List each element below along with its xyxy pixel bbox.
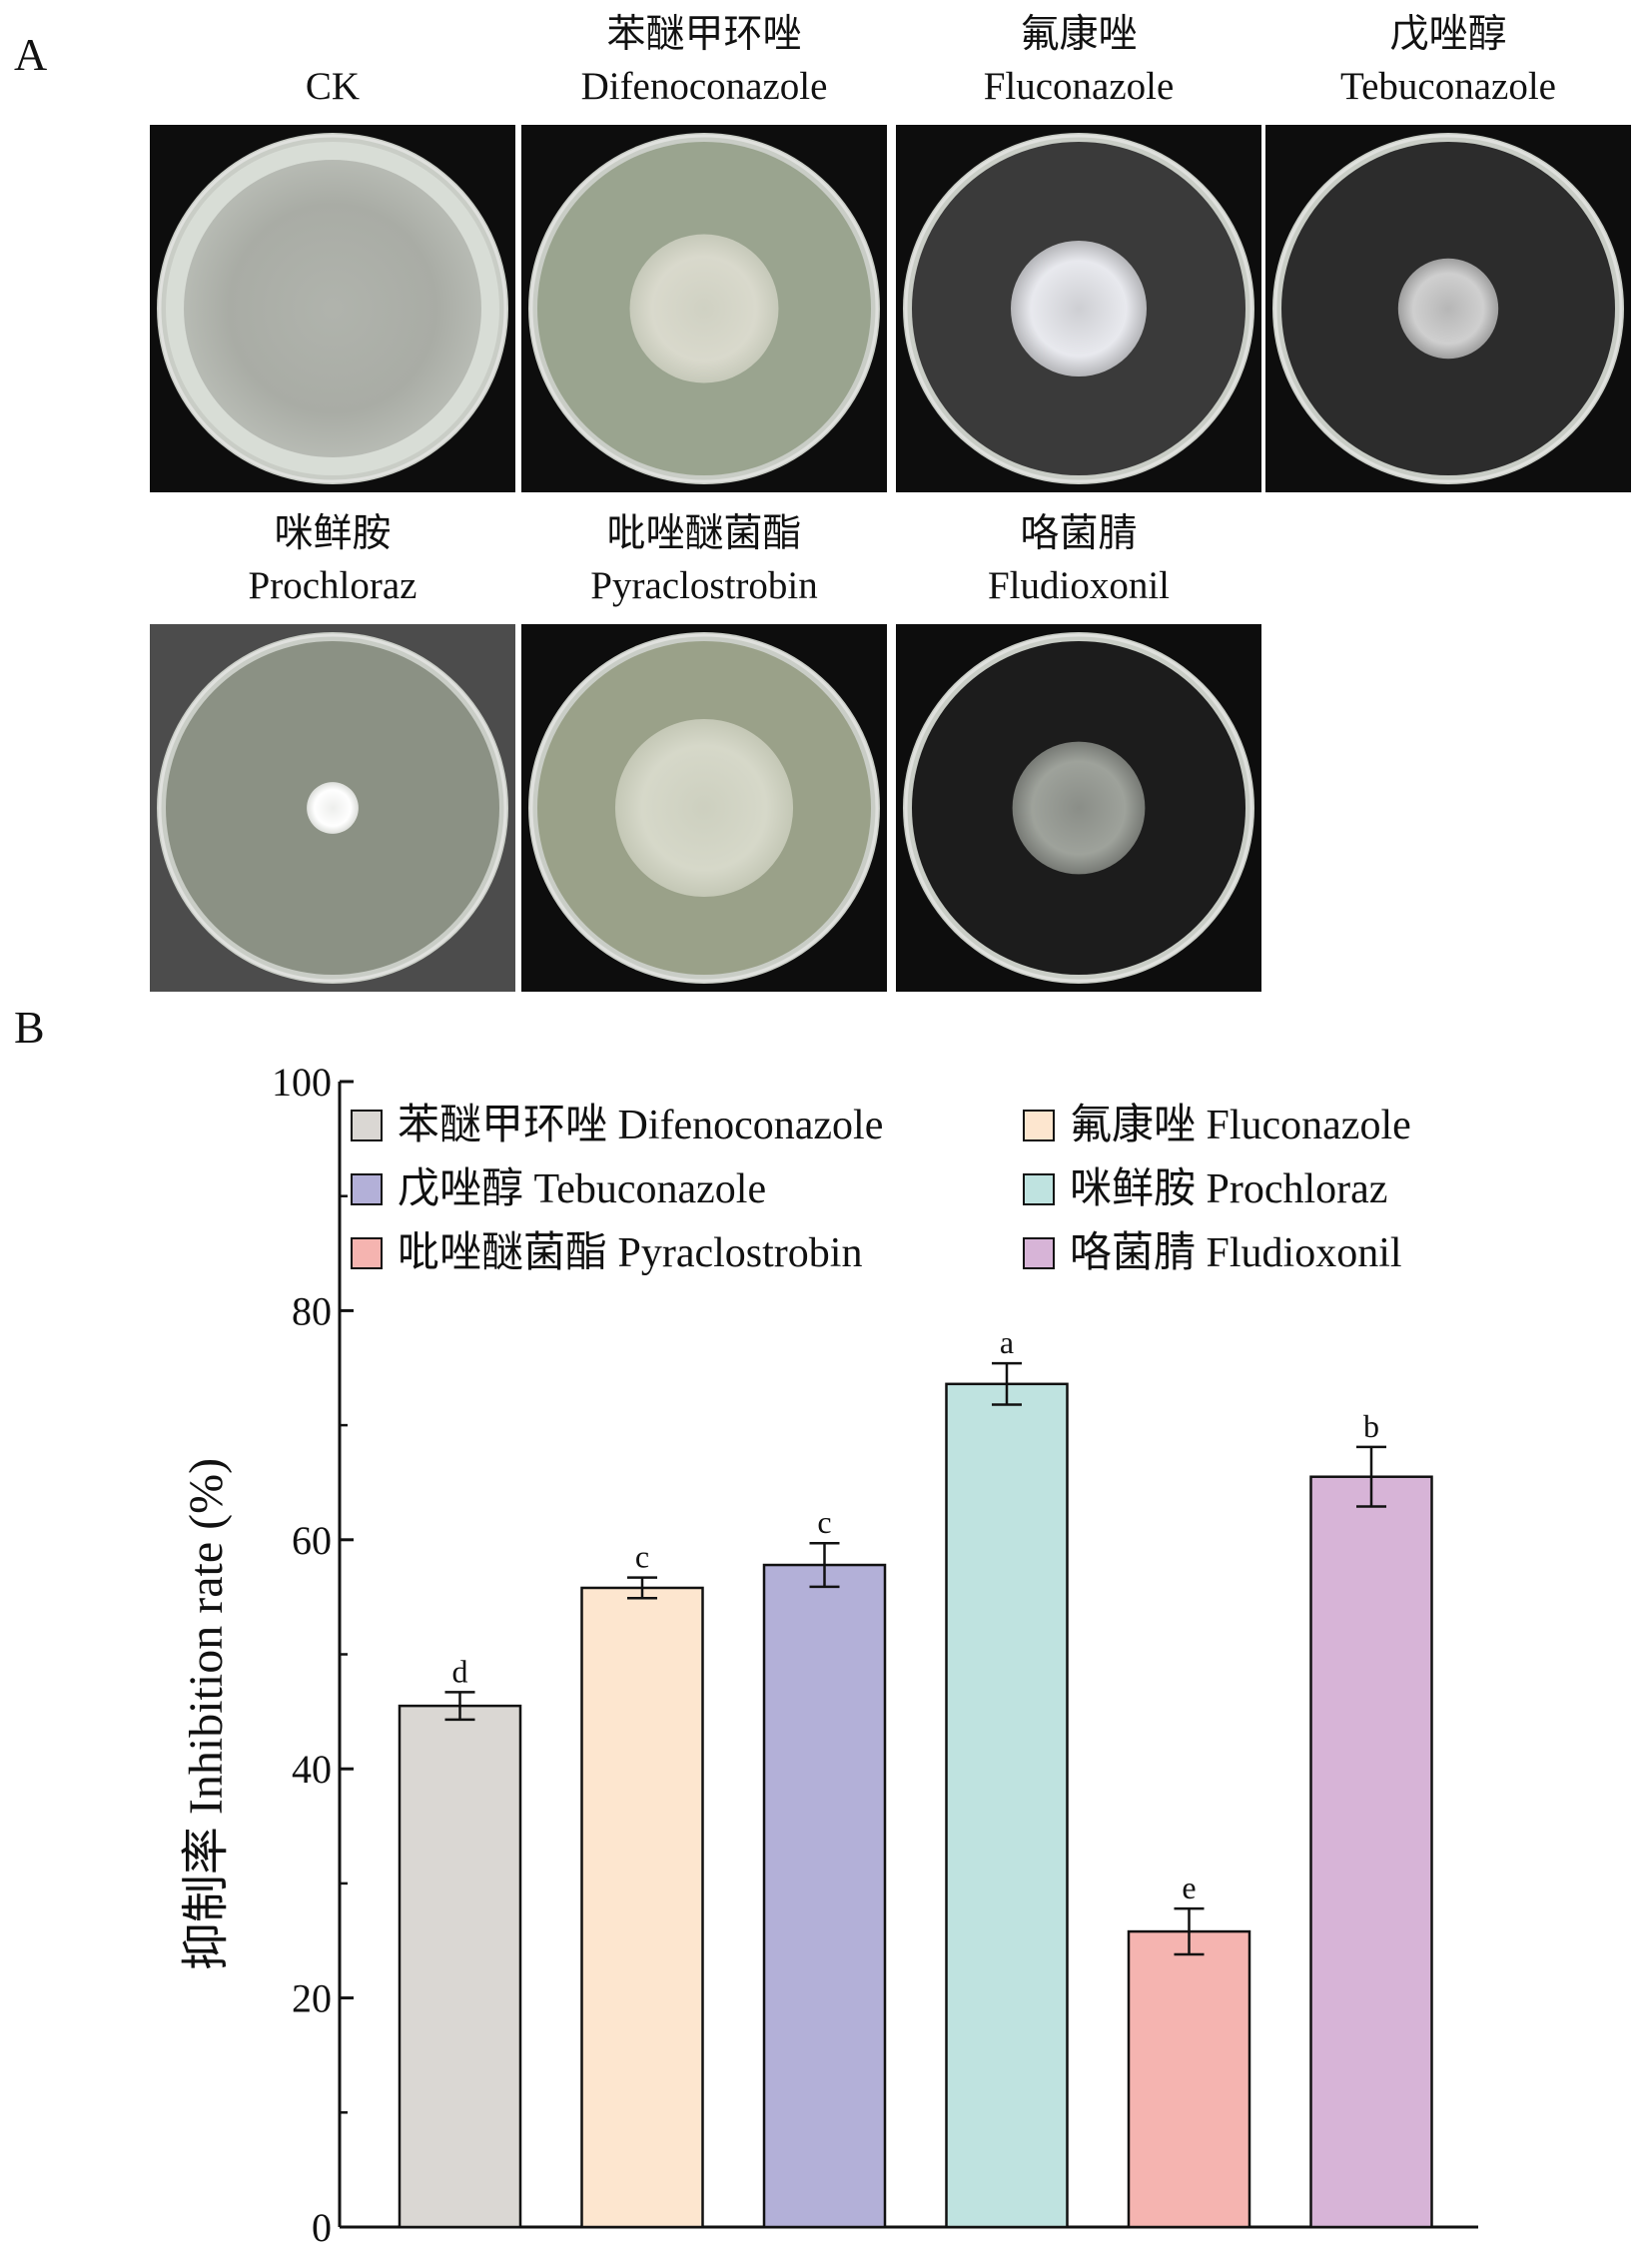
- legend-label: 戊唑醇 Tebuconazole: [398, 1166, 766, 1212]
- fungal-colony: [307, 782, 359, 834]
- fungal-colony: [184, 160, 481, 457]
- y-axis-label: 抑制率 Inhibition rate (%): [180, 1458, 233, 1970]
- bar: [580, 1586, 704, 2229]
- dish-title-en: Difenoconazole: [580, 65, 828, 108]
- legend-label: 氟康唑 Fluconazole: [1070, 1102, 1411, 1148]
- petri-dish-photo: [150, 125, 515, 492]
- panel-b-label: B: [14, 1002, 45, 1053]
- legend-label: 苯醚甲环唑 Difenoconazole: [398, 1103, 883, 1148]
- significance-label: e: [1182, 1870, 1196, 1905]
- dish-title-en: Prochloraz: [248, 564, 417, 607]
- legend-swatch: [351, 1110, 383, 1141]
- legend-swatch: [1023, 1237, 1055, 1269]
- dish-title-en: Tebuconazole: [1340, 65, 1556, 108]
- legend-label: 咪鲜胺 Prochloraz: [1070, 1166, 1387, 1212]
- y-tick-label: 100: [272, 1060, 332, 1105]
- legend-label: 咯菌腈 Fludioxonil: [1070, 1230, 1402, 1276]
- y-tick-label: 0: [312, 2205, 332, 2250]
- bar: [762, 1563, 887, 2229]
- petri-dish-photo: [896, 125, 1261, 492]
- bar: [1309, 1475, 1433, 2229]
- petri-dish-photo: [521, 125, 887, 492]
- fungal-colony: [629, 234, 779, 383]
- dish-title-cn: 咯菌腈: [1020, 512, 1138, 555]
- significance-label: a: [1000, 1324, 1014, 1360]
- significance-label: d: [452, 1653, 468, 1689]
- petri-dish-photo: [521, 624, 887, 992]
- dish-title-cn: 戊唑醇: [1389, 13, 1507, 56]
- dish-title-cn: 氟康唑: [1020, 13, 1138, 56]
- significance-label: b: [1363, 1408, 1379, 1444]
- bar: [398, 1704, 522, 2229]
- bar: [945, 1382, 1069, 2229]
- dish-title-cn: 吡唑醚菌酯: [606, 512, 802, 555]
- petri-dish-photo: [1265, 125, 1631, 492]
- significance-label: c: [635, 1539, 649, 1575]
- significance-label: c: [817, 1504, 831, 1540]
- legend-swatch: [351, 1173, 383, 1205]
- bar: [1127, 1929, 1251, 2229]
- y-tick-label: 60: [292, 1518, 332, 1563]
- dish-title-cn: 咪鲜胺: [274, 512, 392, 555]
- fungal-colony: [614, 718, 794, 898]
- fungal-colony: [1012, 741, 1146, 875]
- y-tick-label: 40: [292, 1747, 332, 1792]
- dish-title-en: CK: [305, 65, 361, 108]
- dish-title-en: Fludioxonil: [987, 564, 1171, 607]
- panel-a-label: A: [14, 29, 48, 80]
- legend-swatch: [1023, 1110, 1055, 1141]
- dish-title-en: Fluconazole: [983, 65, 1175, 108]
- y-tick-label: 80: [292, 1288, 332, 1333]
- dish-title-en: Pyraclostrobin: [590, 564, 818, 607]
- legend-swatch: [351, 1237, 383, 1269]
- legend-label: 吡唑醚菌酯 Pyraclostrobin: [398, 1230, 862, 1276]
- fungal-colony: [1010, 240, 1148, 377]
- petri-dish-photo: [150, 624, 515, 992]
- dish-title-cn: 苯醚甲环唑: [606, 13, 802, 56]
- petri-dish-photo: [896, 624, 1261, 992]
- fungal-colony: [1397, 258, 1499, 360]
- legend-swatch: [1023, 1173, 1055, 1205]
- y-tick-label: 20: [292, 1976, 332, 2021]
